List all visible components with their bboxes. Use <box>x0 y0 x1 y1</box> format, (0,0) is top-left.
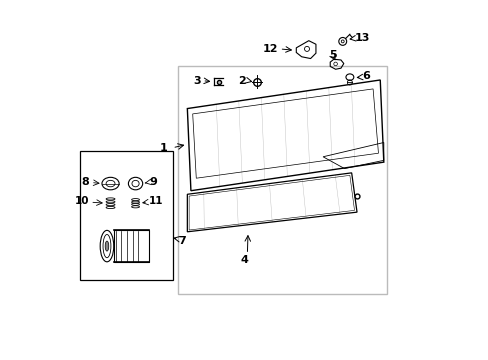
Bar <box>114 230 149 262</box>
Text: 12: 12 <box>263 44 278 54</box>
Text: 11: 11 <box>149 197 163 206</box>
Bar <box>80 152 173 280</box>
Ellipse shape <box>105 241 108 251</box>
Text: 8: 8 <box>81 177 89 187</box>
Text: 9: 9 <box>149 177 157 187</box>
Bar <box>178 66 386 294</box>
Text: 10: 10 <box>75 197 89 206</box>
Text: 7: 7 <box>178 236 186 246</box>
Text: 4: 4 <box>240 255 248 265</box>
Text: 3: 3 <box>193 76 201 86</box>
Text: 13: 13 <box>354 33 369 43</box>
Text: 6: 6 <box>362 71 369 81</box>
Text: 1: 1 <box>160 143 167 153</box>
Text: 2: 2 <box>238 76 246 86</box>
Text: 5: 5 <box>328 50 336 60</box>
